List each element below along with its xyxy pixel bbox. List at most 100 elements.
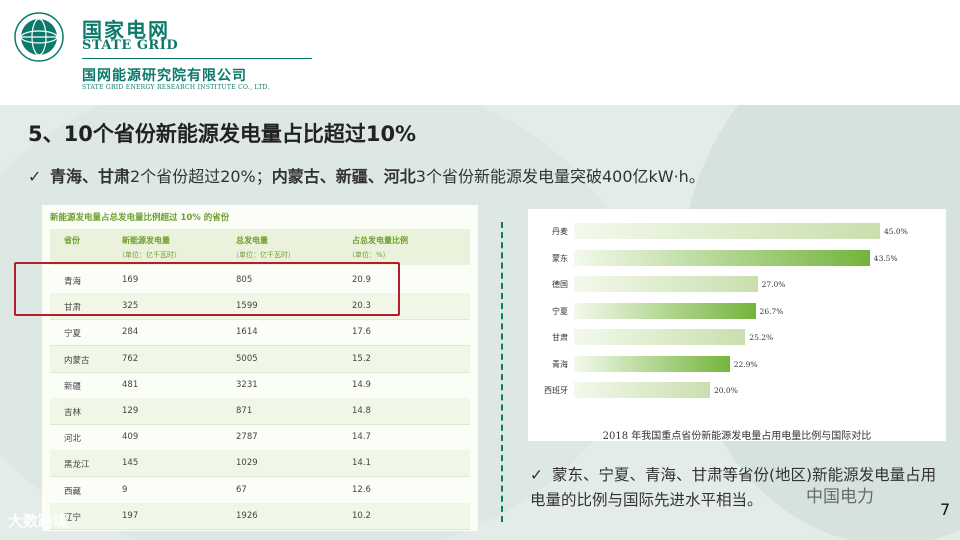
- table-header-unit: （单位：亿千瓦时）: [232, 251, 295, 259]
- bullet-text: 3个省份新能源发电量突破400亿kW·h。: [415, 167, 705, 186]
- table-cell: 129: [122, 406, 139, 416]
- table-cell: 325: [122, 301, 139, 312]
- table-header-cell: 总发电量: [236, 236, 268, 245]
- chart-category-label: 青海: [552, 359, 568, 369]
- chart-category-label: 宁夏: [552, 306, 568, 316]
- table-header-unit: （单位：%）: [348, 251, 390, 259]
- brand-name-cn: 国家电网: [82, 18, 170, 42]
- table-cell: 3231: [236, 379, 258, 390]
- table-cell: 吉林: [64, 408, 82, 418]
- table-cell: 145: [122, 458, 139, 469]
- chart-bar: [574, 276, 758, 292]
- table-cell: 20.3: [352, 301, 371, 312]
- chart-bar: [574, 329, 746, 345]
- table-cell: 9: [122, 484, 128, 495]
- wechat-watermark: 中国电力: [806, 487, 874, 507]
- dashed-divider: [501, 222, 503, 522]
- table-cell: 67: [236, 484, 247, 495]
- chart-data-label: 25.2%: [749, 333, 774, 342]
- table-cell: 内蒙古: [64, 355, 90, 366]
- table-cell: 黑龙江: [64, 460, 90, 471]
- page-number: 7: [940, 500, 951, 519]
- table-cell: 10.2: [352, 510, 371, 521]
- table-cell: 1614: [236, 327, 258, 338]
- table-cell: 20.9: [352, 275, 371, 285]
- table-cell: 2787: [236, 432, 258, 443]
- table-row: 黑龙江 145 1029 14.1: [50, 450, 470, 478]
- slide-header: 国家电网 STATE GRID 国网能源研究院有限公司 STATE GRID E…: [0, 0, 960, 105]
- state-grid-logo-icon: [14, 12, 64, 62]
- table-cell: 辽宁: [64, 512, 82, 523]
- table-cell: 871: [236, 406, 253, 416]
- chart-data-label: 20.0%: [714, 386, 738, 395]
- table-cell: 甘肃: [64, 303, 82, 314]
- table-header-cell: 占总发电量比例: [352, 236, 408, 245]
- chart-category-label: 丹麦: [552, 227, 568, 236]
- table-row: 西藏 9 67 12.6: [50, 477, 470, 504]
- bullet-bold-text: 内蒙古、新疆、河北: [271, 167, 416, 186]
- table-cell: 12.6: [352, 484, 371, 495]
- checkmark-icon: ✓: [530, 466, 543, 484]
- table-row: 吉林 129 871 14.8: [50, 398, 470, 425]
- brand-name-en: STATE GRID: [82, 38, 179, 53]
- chart-bar: [574, 302, 756, 319]
- table-caption: 新能源发电量占总发电量比例超过 10% 的省份: [50, 213, 230, 223]
- table-row: 辽宁 197 1926 10.2: [50, 502, 470, 530]
- table-cell: 481: [122, 379, 139, 390]
- table-cell: 14.9: [352, 379, 371, 390]
- chart-category-label: 蒙东: [552, 253, 568, 263]
- chart-bar: [574, 382, 710, 398]
- bullet-point: ✓ 青海、甘肃2个省份超过20%；内蒙古、新疆、河北3个省份新能源发电量突破400…: [28, 163, 705, 187]
- table-cell: 青海: [64, 277, 82, 287]
- data-table: 新能源发电量占总发电量比例超过 10% 的省份 省份 新能源发电量 （单位：亿千…: [42, 205, 478, 531]
- table-cell: 197: [122, 510, 139, 521]
- table-cell: 5005: [236, 353, 258, 364]
- bullet-point: ✓ 蒙东、宁夏、青海、甘肃等省份(地区)新能源发电量占用电量的比例与国际先进水平相…: [530, 463, 945, 513]
- bullet-text: 蒙东、宁夏、青海、甘肃等省份(地区)新能源发电量占用电量的比例与国际先进水平相当…: [530, 466, 937, 509]
- institute-name-en: STATE GRID ENERGY RESEARCH INSTITUTE CO.…: [82, 84, 270, 91]
- table-cell: 1029: [236, 458, 258, 469]
- header-divider: [82, 58, 312, 59]
- table-cell: 14.7: [352, 432, 371, 443]
- table-cell: 14.1: [352, 458, 371, 469]
- chart-data-label: 43.5%: [873, 253, 898, 263]
- table-cell: 805: [236, 275, 253, 285]
- bullet-text: 2个省份超过20%；: [130, 167, 272, 186]
- table-header-cell: 新能源发电量: [122, 236, 170, 245]
- chart-data-label: 26.7%: [759, 306, 784, 316]
- table-row: 河北 409 2787 14.7: [50, 424, 470, 452]
- table-cell: 河北: [64, 434, 82, 445]
- chart-data-label: 22.9%: [733, 359, 758, 369]
- bullet-bold-text: 青海、甘肃: [50, 167, 131, 186]
- table-row: 宁夏 284 1614 17.6: [50, 319, 470, 347]
- table-cell: 1926: [236, 510, 258, 521]
- institute-name-cn: 国网能源研究院有限公司: [82, 68, 247, 84]
- table-cell: 14.8: [352, 406, 371, 416]
- table-cell: 新疆: [64, 381, 82, 392]
- table-cell: 284: [122, 327, 139, 338]
- checkmark-icon: ✓: [28, 167, 42, 186]
- chart-bar: [574, 355, 730, 372]
- table-cell: 宁夏: [64, 329, 82, 340]
- table-header-unit: （单位：亿千瓦时）: [118, 251, 181, 259]
- table-cell: 15.2: [352, 353, 371, 364]
- table-cell: 西藏: [64, 486, 82, 497]
- chart-category-label: 甘肃: [552, 333, 568, 342]
- table-cell: 1599: [236, 301, 258, 312]
- slide-title: 5、10个省份新能源发电量占比超过10%: [28, 122, 417, 146]
- chart-data-label: 45.0%: [884, 227, 908, 236]
- table-header-row: 省份 新能源发电量 （单位：亿千瓦时） 总发电量 （单位：亿千瓦时） 占总发电量…: [50, 229, 470, 265]
- chart-bar: [574, 223, 880, 239]
- corner-watermark: 大数跨境: [8, 512, 69, 530]
- chart-bar: [574, 249, 870, 266]
- slide-body: 5、10个省份新能源发电量占比超过10% ✓ 青海、甘肃2个省份超过20%；内蒙古…: [0, 105, 960, 540]
- table-row: 新疆 481 3231 14.9: [50, 372, 470, 399]
- chart-category-label: 德国: [552, 280, 568, 289]
- table-header-cell: 省份: [64, 236, 80, 245]
- table-cell: 169: [122, 275, 139, 285]
- table-row: 内蒙古 762 5005 15.2: [50, 345, 470, 373]
- chart-data-label: 27.0%: [761, 280, 786, 289]
- table-cell: 17.6: [352, 327, 371, 338]
- table-cell: 409: [122, 432, 139, 443]
- table-cell: 762: [122, 353, 139, 364]
